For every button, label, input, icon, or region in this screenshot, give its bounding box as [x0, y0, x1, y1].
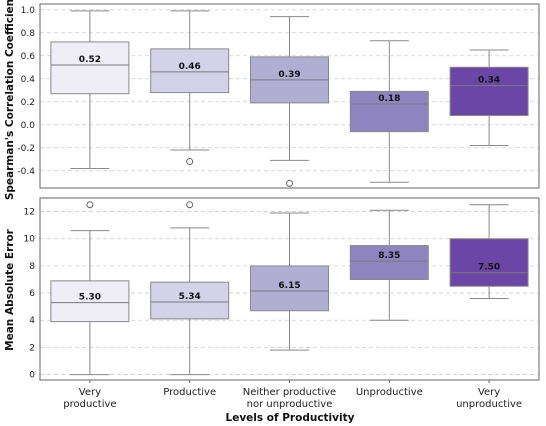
median-label: 0.39 [278, 70, 300, 80]
iqr-box [449, 66, 529, 117]
x-tick-label: Neither productive nor unproductive [243, 387, 336, 410]
iqr-box [150, 281, 230, 320]
y-tick-label: 4 [29, 316, 35, 326]
y-tick-label: 0.8 [21, 29, 36, 39]
y-tick-label: 2 [29, 343, 35, 353]
outlier-point [286, 179, 293, 187]
y-tick-label: 8 [29, 262, 35, 272]
box-5: 0.34 [449, 49, 529, 146]
median-label: 8.35 [378, 251, 400, 261]
y-tick-label: 1.0 [21, 6, 36, 16]
y-tick-label: 0.2 [21, 98, 35, 108]
box-1: 0.52 [50, 10, 130, 169]
y-tick-label: 0.6 [21, 52, 36, 62]
median-label: 0.46 [179, 62, 201, 72]
median-label: 0.34 [478, 76, 500, 86]
top-y-axis-label: Spearman's Correlation Coefficient [4, 0, 16, 200]
iqr-box [250, 265, 329, 312]
y-tick-label: 6 [29, 289, 35, 299]
median-label: 5.34 [179, 292, 201, 302]
y-tick-label: 0.0 [21, 121, 36, 131]
median-label: 0.18 [378, 94, 400, 104]
x-tick-label: Very unproductive [456, 387, 522, 410]
x-tick-label-line: Productive [163, 387, 216, 398]
x-tick-label: Productive [163, 387, 216, 398]
box-4: 8.35 [349, 209, 429, 321]
y-tick-label: 12 [24, 208, 35, 218]
box-5: 7.50 [449, 204, 529, 300]
y-tick-label: 10 [24, 235, 36, 245]
y-tick-label: 0 [29, 371, 35, 381]
x-axis-label: Levels of Productivity [226, 412, 355, 424]
outlier-point [86, 201, 94, 209]
iqr-box [449, 238, 529, 287]
x-tick-label-line: nor unproductive [247, 399, 333, 410]
iqr-box [50, 280, 130, 323]
x-tick-label-line: Very [478, 387, 500, 398]
x-tick-label-line: Very [79, 387, 101, 398]
x-tick-label-line: productive [63, 399, 116, 410]
iqr-box [349, 90, 429, 133]
y-tick-label: 0.4 [21, 75, 36, 85]
x-tick-label-line: Unproductive [356, 387, 423, 398]
median-label: 0.52 [79, 55, 101, 65]
median-label: 7.50 [478, 263, 500, 273]
box-2: 0.46 [150, 10, 230, 166]
y-tick-label: -0.4 [17, 167, 35, 177]
outlier-point [186, 158, 194, 166]
box-3: 6.15 [250, 212, 329, 351]
top-panel: -0.4 -0.2 0.0 0.2 0.4 0.6 0.8 1.0 0.52 0.46 0.39 0.… [17, 3, 540, 189]
iqr-box [50, 41, 130, 95]
iqr-box [150, 48, 230, 94]
plot-frame [39, 3, 540, 189]
y-tick-label: -0.2 [17, 144, 35, 154]
x-tick-label-line: Neither productive [243, 387, 336, 398]
outlier-point [186, 201, 194, 209]
bottom-y-axis-label: Mean Absolute Error [4, 228, 16, 351]
x-tick-label-line: unproductive [456, 399, 522, 410]
median-label: 6.15 [278, 281, 300, 291]
box-3: 0.39 [250, 16, 329, 187]
box-2: 5.34 [150, 201, 230, 376]
box-1: 5.30 [50, 201, 130, 376]
box-4: 0.18 [349, 40, 429, 183]
x-tick-label: Unproductive [356, 387, 423, 398]
median-label: 5.30 [79, 293, 101, 303]
x-tick-label: Very productive [63, 387, 116, 410]
iqr-box [349, 245, 429, 280]
